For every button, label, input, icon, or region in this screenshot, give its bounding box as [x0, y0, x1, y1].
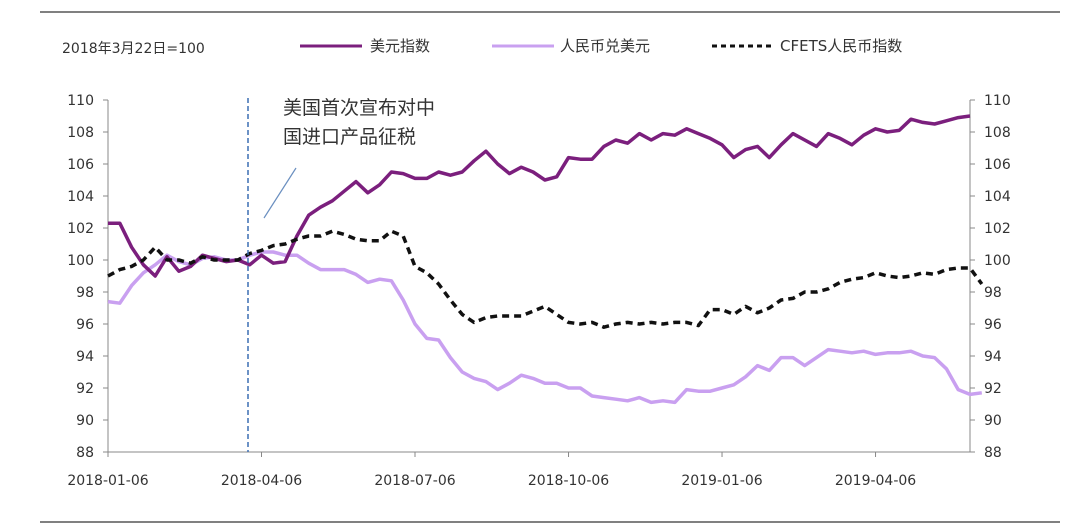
- series-line-0: [108, 114, 971, 278]
- right-tick-label: 88: [984, 445, 1002, 461]
- left-tick-label: 110: [67, 93, 94, 109]
- left-tick-label: 92: [76, 381, 94, 397]
- annotation-line-1: 美国首次宣布对中: [283, 97, 435, 119]
- annotation-line-2: 国进口产品征税: [283, 126, 416, 148]
- right-tick-label: 106: [984, 157, 1011, 173]
- left-tick-label: 102: [67, 221, 94, 237]
- left-tick-label: 104: [67, 189, 94, 205]
- right-tick-label: 94: [984, 349, 1002, 365]
- left-tick-label: 108: [67, 125, 94, 141]
- right-tick-label: 100: [984, 253, 1011, 269]
- axes: 88 90 92 94 96 98 100 102 104 106 108 110 88 90 92 94 96…: [67, 93, 1011, 489]
- right-tick-label: 108: [984, 125, 1011, 141]
- legend-label-usd-index: 美元指数: [370, 37, 430, 55]
- left-tick-label: 98: [76, 285, 94, 301]
- left-tick-label: 94: [76, 349, 94, 365]
- left-tick-label: 96: [76, 317, 94, 333]
- right-tick-label: 110: [984, 93, 1011, 109]
- x-tick-label: 2018-07-06: [374, 473, 455, 489]
- annotation-pointer: [263, 167, 297, 219]
- right-tick-label: 104: [984, 189, 1011, 205]
- left-tick-label: 106: [67, 157, 94, 173]
- series-line-2: [107, 229, 984, 329]
- series-line-1: [107, 250, 983, 405]
- legend-label-cfets: CFETS人民币指数: [780, 37, 902, 55]
- x-tick-label: 2019-04-06: [835, 473, 916, 489]
- series-group: [107, 114, 984, 405]
- right-tick-label: 92: [984, 381, 1002, 397]
- x-tick-label: 2018-04-06: [221, 473, 302, 489]
- x-tick-label: 2019-01-06: [681, 473, 762, 489]
- x-tick-label: 2018-01-06: [67, 473, 148, 489]
- chart-subtitle: 2018年3月22日=100: [62, 41, 205, 57]
- left-tick-label: 100: [67, 253, 94, 269]
- legend: 美元指数 人民币兑美元 CFETS人民币指数: [300, 37, 902, 55]
- x-tick-label: 2018-10-06: [528, 473, 609, 489]
- right-tick-label: 90: [984, 413, 1002, 429]
- right-tick-label: 96: [984, 317, 1002, 333]
- legend-label-cny-usd: 人民币兑美元: [560, 37, 650, 55]
- left-tick-label: 90: [76, 413, 94, 429]
- right-tick-label: 102: [984, 221, 1011, 237]
- left-tick-label: 88: [76, 445, 94, 461]
- right-tick-label: 98: [984, 285, 1002, 301]
